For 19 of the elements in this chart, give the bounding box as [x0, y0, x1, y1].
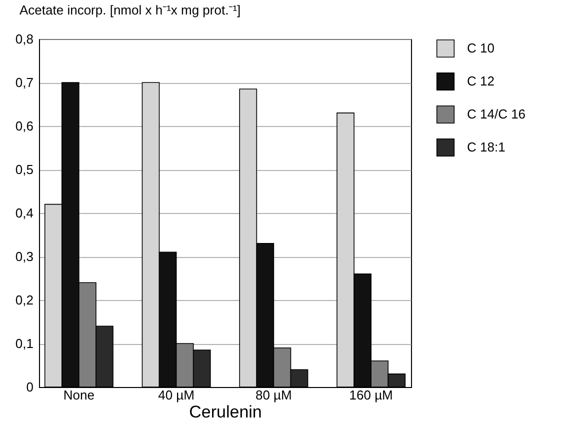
x-axis-title: Cerulenin — [189, 402, 262, 422]
y-tick-label: 0,6 — [15, 118, 34, 134]
legend-label: C 18:1 — [467, 140, 506, 154]
x-tick-label: 160 µM — [349, 388, 393, 402]
y-tick-label: 0,3 — [15, 249, 34, 264]
y-tick-label: 0,2 — [15, 292, 34, 308]
y-tick-label: 0,7 — [15, 75, 34, 90]
y-tick-label: 0 — [26, 380, 34, 394]
legend-label: C 12 — [467, 74, 494, 88]
y-tick-label: 0,1 — [15, 336, 34, 351]
legend-label: C 14/C 16 — [467, 106, 526, 122]
x-tick-label: 80 µM — [255, 388, 292, 402]
x-tick-label: None — [63, 388, 94, 402]
y-tick-label: 0,5 — [15, 162, 34, 177]
y-axis-title: Acetate incorp. [nmol x h⁻¹x mg prot.⁻¹] — [20, 2, 241, 18]
y-tick-label: 0,8 — [15, 32, 34, 46]
y-tick-label: 0,4 — [15, 206, 34, 220]
x-tick-label: 40 µM — [158, 388, 195, 402]
legend-label: C 10 — [467, 40, 494, 56]
